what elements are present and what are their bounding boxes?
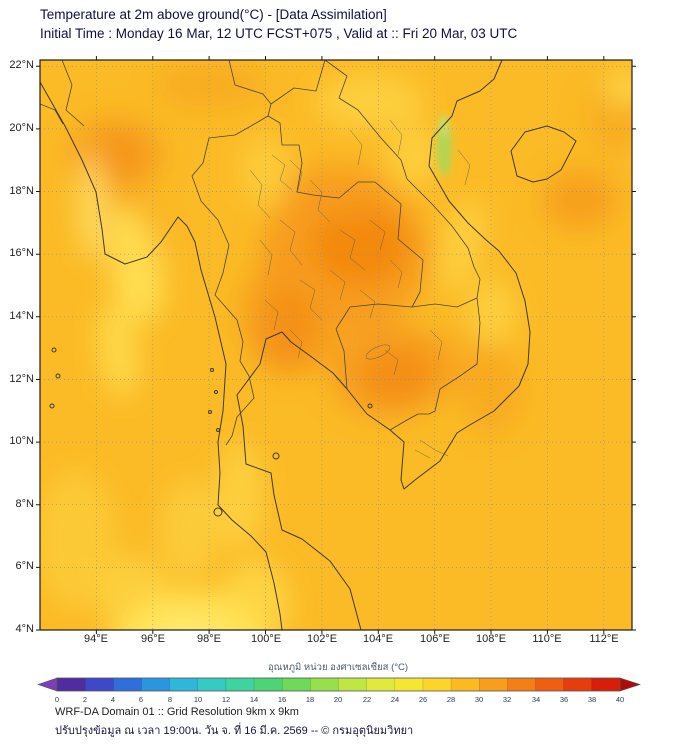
colorbar-tick-label: 6 <box>138 695 144 704</box>
colorbar-tick-label: 30 <box>474 695 484 704</box>
colorbar-tick-label: 12 <box>221 695 231 704</box>
footer-domain-info: WRF-DA Domain 01 :: Grid Resolution 9km … <box>55 706 299 718</box>
colorbar-tick-label: 22 <box>362 695 372 704</box>
colorbar-tick-label: 18 <box>305 695 315 704</box>
cool-anomaly-streak <box>437 114 451 176</box>
colorbar-right-arrow <box>619 677 641 692</box>
colorbar-tick-label: 2 <box>82 695 88 704</box>
lat-label: 10°N <box>9 435 34 447</box>
colorbar-tick-label: 36 <box>559 695 569 704</box>
graticule-grid <box>40 60 632 630</box>
lon-label: 102°E <box>306 633 338 645</box>
colorbar-left-arrow <box>37 677 58 692</box>
colorbar-tick-label: 16 <box>277 695 287 704</box>
colorbar-tick-label: 28 <box>446 695 456 704</box>
lat-label: 22°N <box>9 59 34 71</box>
lon-label: 94°E <box>84 633 108 645</box>
colorbar-tick-label: 0 <box>54 695 60 704</box>
map-title-block: Temperature at 2m above ground(°C) - [Da… <box>40 5 517 43</box>
colorbar-tick-label: 24 <box>390 695 400 704</box>
province-borders <box>249 119 471 459</box>
colorbar-tick-label: 26 <box>418 695 428 704</box>
colorbar-tick-label: 14 <box>249 695 259 704</box>
colorbar-tick-label: 34 <box>531 695 541 704</box>
lon-label: 96°E <box>141 633 165 645</box>
country-borders <box>40 60 481 446</box>
lat-label: 4°N <box>15 623 34 635</box>
axis-ticks <box>36 56 636 634</box>
colorbar-tick-label: 40 <box>615 695 625 704</box>
colorbar-tick-label: 8 <box>167 695 173 704</box>
colorbar-gradient <box>56 677 621 692</box>
plot-border <box>39 59 633 631</box>
lat-label: 12°N <box>9 373 34 385</box>
title-line-2: Initial Time : Monday 16 Mar, 12 UTC FCS… <box>40 26 518 41</box>
lon-label: 108°E <box>475 633 507 645</box>
colorbar-tick-label: 38 <box>587 695 597 704</box>
colorbar <box>37 677 641 692</box>
colorbar-tick-label: 32 <box>502 695 512 704</box>
lat-label: 14°N <box>9 310 34 322</box>
lat-label: 18°N <box>9 185 34 197</box>
lat-label: 16°N <box>9 247 34 259</box>
lat-label: 8°N <box>15 498 34 510</box>
coastlines <box>40 60 577 630</box>
colorbar-tick-label: 4 <box>110 695 116 704</box>
lon-label: 110°E <box>532 633 562 645</box>
lon-label: 100°E <box>250 633 282 645</box>
lat-label: 6°N <box>15 560 34 572</box>
temperature-map-plot <box>36 56 636 634</box>
colorbar-tick-label: 10 <box>193 695 203 704</box>
colorbar-label: อุณหภูมิ หน่วย องศาเซลเซียส (°C) <box>267 662 409 673</box>
lon-label: 98°E <box>197 633 221 645</box>
title-line-1: Temperature at 2m above ground(°C) - [Da… <box>40 7 387 22</box>
footer-update-info: ปรับปรุงข้อมูล ณ เวลา 19:00น. วัน จ. ที่… <box>55 725 414 737</box>
lat-label: 20°N <box>9 122 34 134</box>
lon-label: 112°E <box>589 633 619 645</box>
lon-label: 104°E <box>362 633 394 645</box>
lon-label: 106°E <box>419 633 451 645</box>
colorbar-tick-label: 20 <box>333 695 343 704</box>
